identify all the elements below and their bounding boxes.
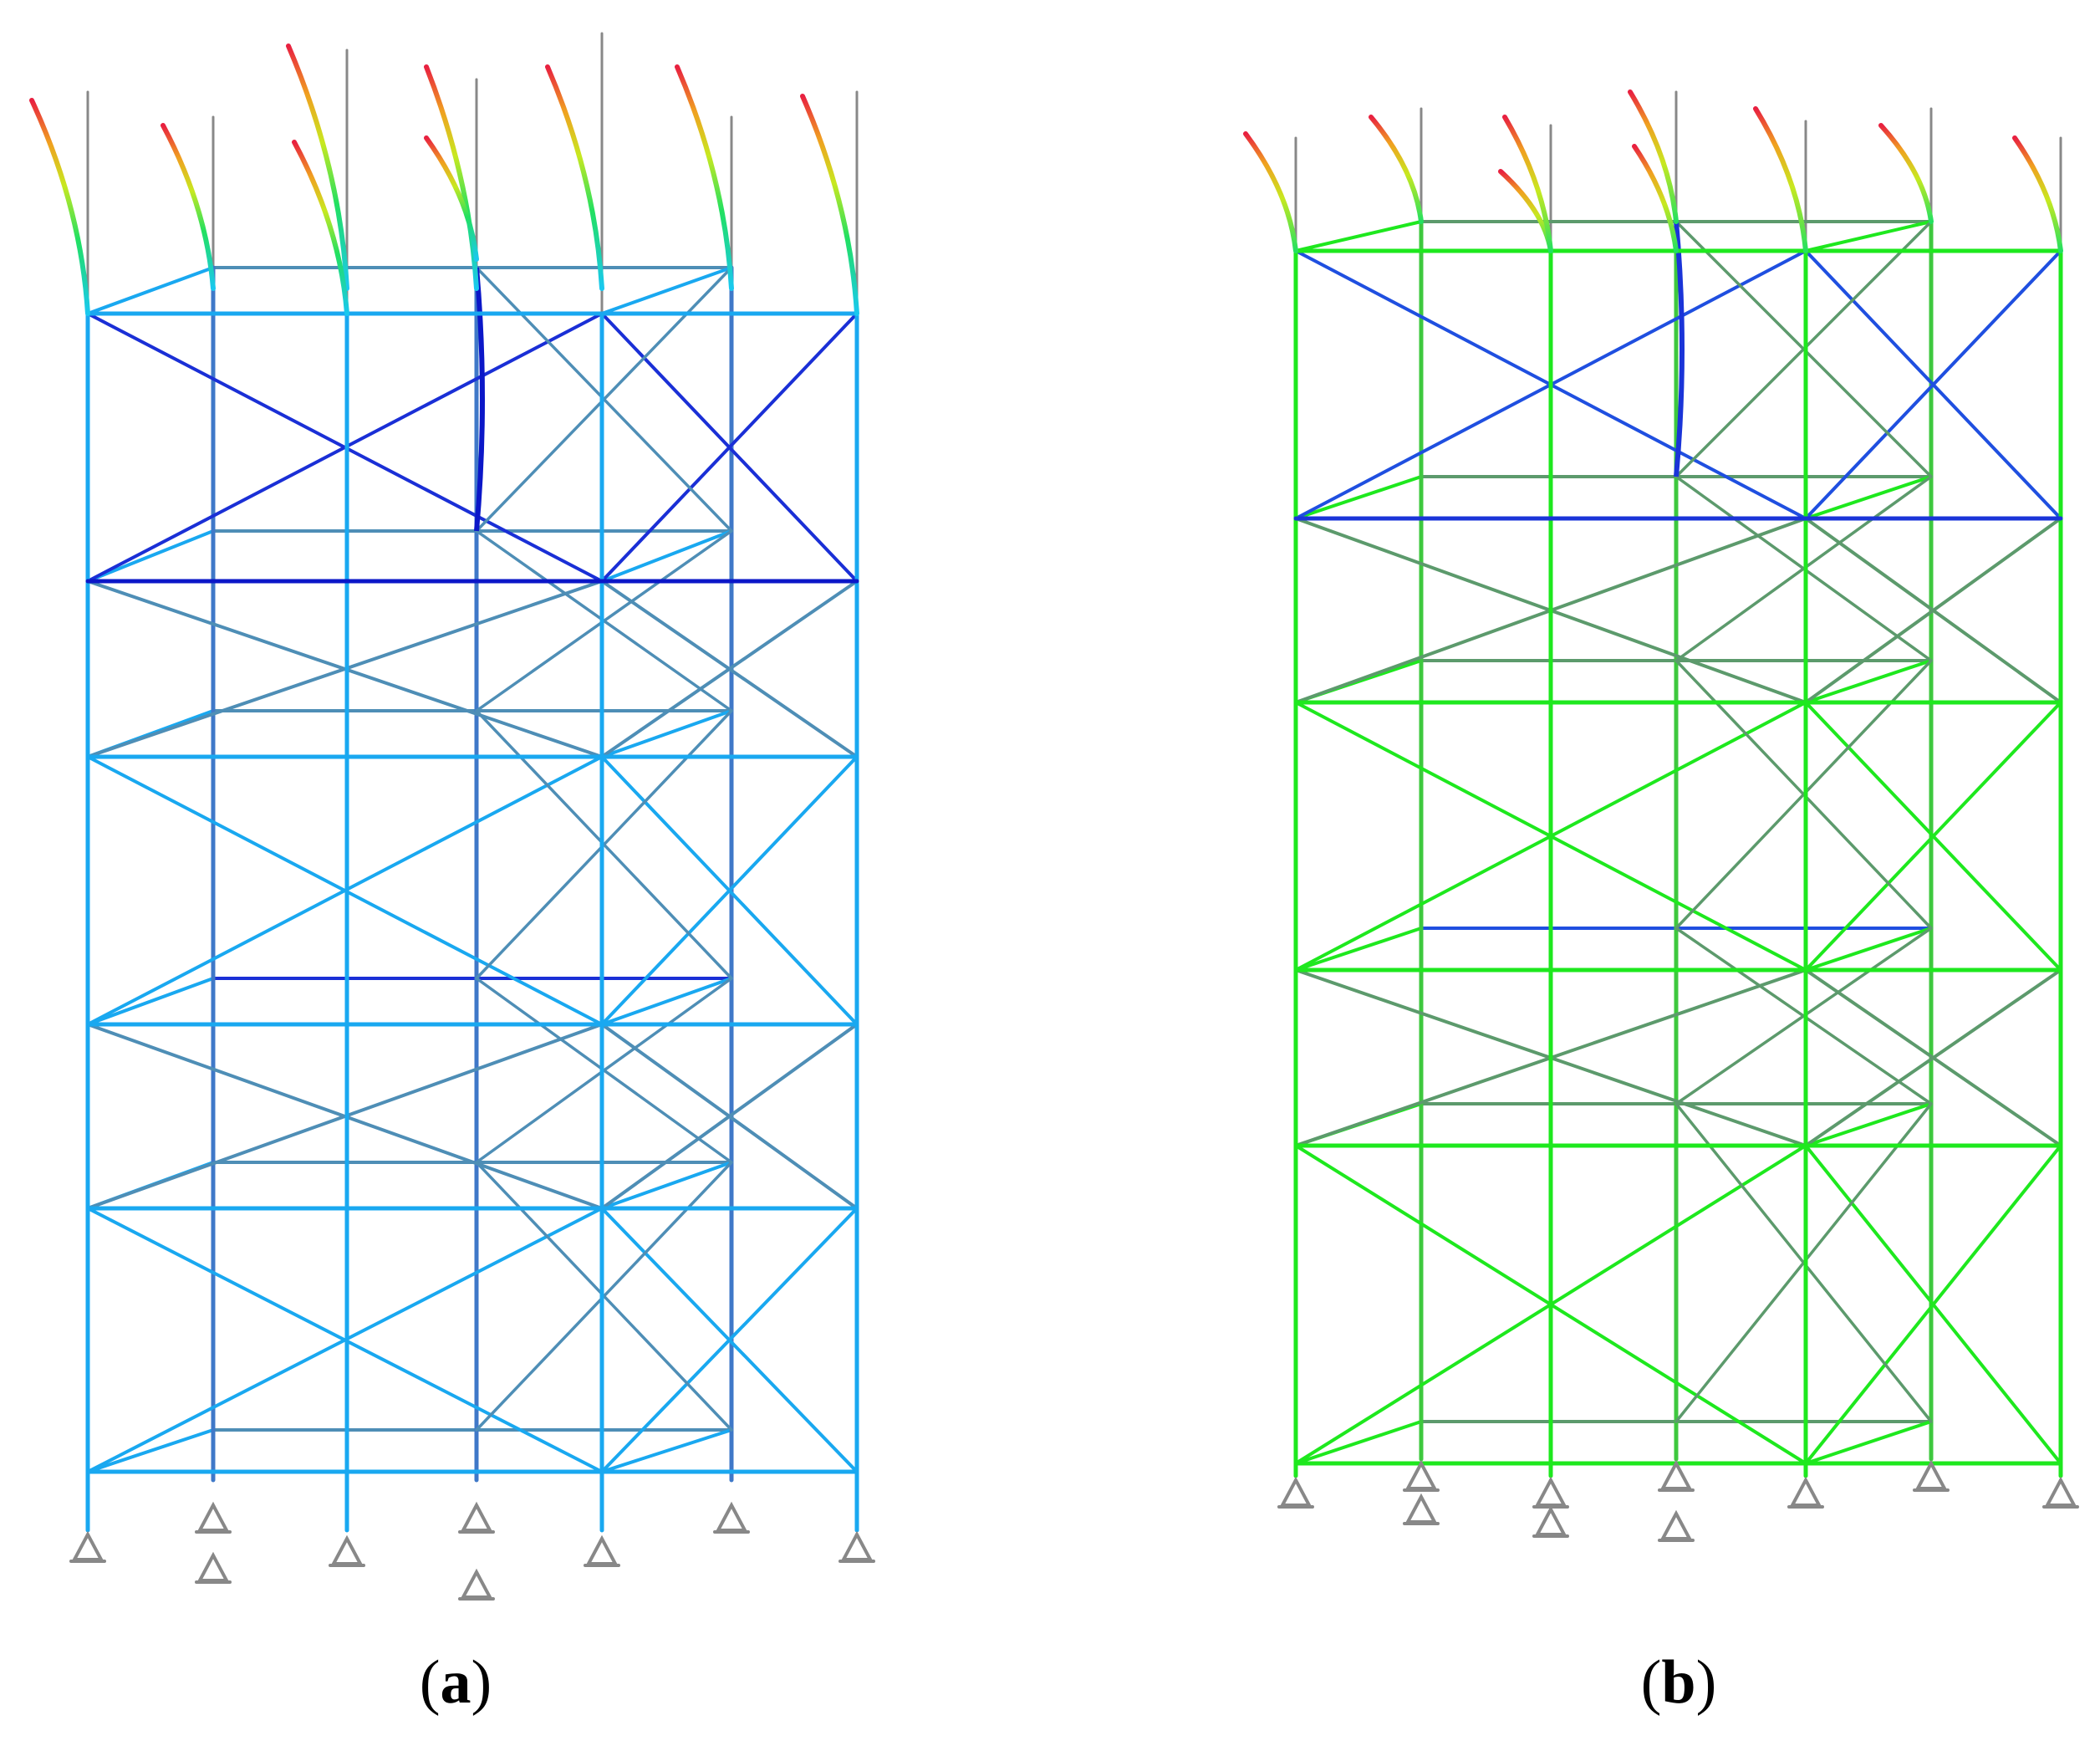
depth-beam (86, 266, 215, 315)
depth-beam (1804, 1102, 1933, 1147)
pin-support-icon (715, 1501, 748, 1532)
brace-diagonal (1804, 249, 2062, 520)
panel-b-caption: (b) (1640, 1648, 1717, 1717)
pin-support-icon (1534, 1476, 1567, 1507)
brace-diagonal (600, 1023, 859, 1210)
pin-support-icon (1279, 1476, 1312, 1507)
depth-beam (86, 529, 215, 583)
pin-support-icon (1534, 1505, 1567, 1536)
deformed-column-tip (1753, 106, 1808, 253)
brace-diagonal (1804, 1144, 2062, 1465)
pin-support-icon (196, 1551, 230, 1582)
depth-beam (1294, 475, 1423, 520)
deformed-column-tip (286, 43, 349, 291)
depth-beam (1804, 475, 1933, 520)
depth-beam (1804, 659, 1933, 704)
deformed-column-tip (545, 64, 604, 291)
pin-support-icon (1659, 1459, 1693, 1490)
brace-diagonal (1804, 968, 2062, 1147)
deformed-column-tip (424, 64, 479, 291)
depth-beam (1804, 220, 1933, 253)
depth-beam (600, 1428, 733, 1473)
pin-support-icon (840, 1530, 874, 1561)
depth-beam (1804, 1420, 1933, 1465)
buckled-column (1674, 221, 1685, 477)
deformed-column-tip (800, 94, 859, 316)
pin-support-icon (460, 1568, 493, 1599)
brace-diagonal (600, 579, 859, 758)
depth-beam (1294, 927, 1423, 972)
deformed-column-tip (1502, 115, 1553, 253)
pin-support-icon (1404, 1459, 1438, 1490)
buckled-column (474, 267, 485, 532)
depth-beam (600, 266, 733, 315)
pin-support-icon (460, 1501, 493, 1532)
pin-support-icon (196, 1501, 230, 1532)
panel-a-caption: (a) (419, 1648, 492, 1717)
deformed-column-tip (1878, 123, 1934, 224)
pin-support-icon (71, 1530, 104, 1561)
deformed-column-tip (424, 135, 479, 262)
deformed-column-tip (161, 123, 216, 291)
deformed-column-tip (2012, 135, 2063, 253)
depth-beam (1294, 220, 1423, 253)
depth-beam (86, 1428, 215, 1473)
deformed-column-tip (292, 140, 349, 316)
depth-beam (600, 1161, 733, 1210)
pin-support-icon (330, 1534, 364, 1565)
deformed-column-tip (29, 98, 90, 316)
panel-b-frame-model (1243, 89, 2079, 1542)
deformed-column-tip (1369, 115, 1424, 224)
depth-beam (600, 977, 733, 1026)
pin-support-icon (1659, 1509, 1693, 1540)
depth-beam (600, 529, 733, 583)
depth-beam (1294, 1420, 1423, 1465)
depth-beam (600, 709, 733, 758)
panel-a-frame-model (29, 32, 875, 1601)
deformed-column-tip (1243, 131, 1298, 253)
depth-beam (86, 977, 215, 1026)
brace-diagonal (1804, 517, 2062, 704)
deformed-column-tip (1632, 144, 1679, 253)
deformed-column-tip (675, 64, 734, 291)
pin-support-icon (1789, 1476, 1822, 1507)
pin-support-icon (2044, 1476, 2077, 1507)
depth-beam (1804, 927, 1933, 972)
pin-support-icon (585, 1534, 619, 1565)
pin-support-icon (1914, 1459, 1948, 1490)
deformed-column-tip (1628, 89, 1679, 224)
pin-support-icon (1404, 1493, 1438, 1524)
